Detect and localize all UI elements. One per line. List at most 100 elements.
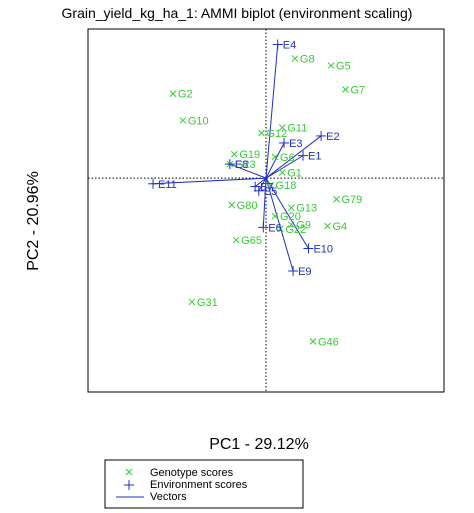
genotype-point-g10: G10 (179, 115, 209, 127)
cross-marker-icon (231, 150, 238, 158)
cross-marker-icon (342, 86, 349, 93)
legend-genotype-label: Genotype scores (150, 467, 234, 479)
genotype-point-g46: G46 (309, 336, 339, 348)
environment-vectors (153, 44, 322, 272)
environment-point-e6: E6 (258, 222, 282, 234)
genotype-point-g22: G22 (277, 224, 306, 236)
environment-label-e5: E5 (264, 186, 277, 198)
vector-e5 (258, 177, 267, 192)
genotype-label-g1: G1 (287, 168, 302, 180)
cross-marker-icon (271, 153, 279, 161)
cross-marker-icon (324, 222, 331, 230)
genotype-point-g11: G11 (278, 122, 307, 134)
environment-point-e3: E3 (279, 137, 303, 150)
genotype-point-g12: G12 (258, 128, 287, 140)
genotype-point-g4: G4 (324, 221, 347, 233)
genotype-point-g79: G79 (333, 194, 362, 206)
vector-e2 (265, 135, 322, 179)
genotype-label-g8: G8 (300, 54, 315, 66)
genotype-label-g20: G20 (280, 211, 301, 223)
legend-vector-label: Vectors (150, 491, 187, 503)
genotype-label-g5: G5 (336, 61, 351, 73)
genotype-point-g9: G9 (287, 220, 311, 232)
environment-label-e6: E6 (268, 222, 281, 234)
reference-lines (88, 29, 444, 392)
genotype-point-g8: G8 (291, 54, 315, 66)
genotype-label-g9: G9 (296, 220, 311, 232)
genotype-point-g31: G31 (188, 297, 218, 309)
vector-e1 (265, 155, 304, 179)
genotype-point-g80: G80 (228, 200, 258, 212)
genotype-point-g18: G18 (267, 180, 297, 192)
cross-marker-icon (291, 55, 299, 62)
cross-marker-icon (327, 62, 335, 69)
chart-title: Grain_yield_kg_ha_1: AMMI biplot (enviro… (62, 5, 413, 21)
legend: Genotype scores Environment scores Vecto… (104, 459, 304, 509)
environment-label-e11: E11 (158, 179, 177, 191)
x-axis-label: PC1 - 29.12% (209, 436, 309, 453)
genotype-label-g12: G12 (266, 128, 287, 140)
vector-e10 (265, 177, 309, 249)
cross-marker-icon (188, 298, 196, 306)
environment-point-e9: E9 (288, 266, 312, 278)
genotype-point-g6: G6 (271, 152, 295, 164)
environment-point-e1: E1 (298, 150, 322, 163)
genotype-point-g65: G65 (232, 235, 262, 247)
genotype-point-g2: G2 (169, 89, 193, 101)
genotype-label-g22: G22 (285, 224, 306, 236)
cross-marker-icon (333, 195, 340, 203)
environment-point-e8: E8 (224, 159, 248, 171)
vector-e4 (265, 44, 279, 179)
genotype-label-g13: G13 (296, 203, 317, 215)
y-axis-label: PC2 - 20.96% (25, 171, 42, 271)
cross-marker-icon (267, 181, 274, 189)
environment-point-e5: E5 (253, 185, 277, 198)
cross-marker-icon (258, 129, 265, 137)
genotype-point-g5: G5 (327, 61, 351, 73)
genotype-label-g6: G6 (280, 152, 295, 164)
legend-environment-label: Environment scores (150, 479, 248, 491)
vector-e11 (153, 177, 267, 185)
cross-marker-icon (287, 221, 295, 228)
cross-marker-icon (271, 212, 279, 220)
genotype-point-g7: G7 (342, 85, 365, 97)
cross-marker-icon (278, 124, 286, 131)
genotype-point-g13: G13 (287, 203, 317, 215)
environment-label-e10: E10 (313, 243, 333, 255)
environment-label-e8: E8 (235, 159, 248, 171)
cross-marker-icon (228, 201, 236, 209)
genotype-label-g18: G18 (276, 180, 297, 192)
genotype-label-g2: G2 (178, 89, 193, 101)
vector-e9 (265, 177, 294, 272)
genotype-point-g20: G20 (271, 211, 301, 223)
cross-marker-icon (278, 169, 286, 176)
environment-label-e3: E3 (289, 138, 302, 150)
vector-e3 (265, 142, 285, 179)
environment-point-e2: E2 (316, 130, 340, 143)
genotype-label-g65: G65 (241, 235, 262, 247)
legend-genotype-symbol (125, 468, 133, 476)
genotype-label-g19: G19 (239, 149, 260, 161)
environment-label-e2: E2 (326, 131, 339, 143)
environment-point-e4: E4 (272, 39, 296, 51)
genotype-label-g23: G23 (235, 159, 256, 171)
legend-box (104, 459, 304, 509)
environment-point-e10: E10 (303, 243, 333, 255)
genotype-label-g80: G80 (237, 200, 258, 212)
genotype-label-g11: G11 (287, 122, 307, 134)
cross-marker-icon (169, 90, 177, 98)
vector-e6 (262, 178, 267, 228)
genotype-label-g79: G79 (341, 194, 362, 206)
cross-marker-icon (179, 117, 187, 124)
score-points: G2G10G5G7G8G11G12G6G1G19G23G18G80G65G13G… (148, 39, 365, 348)
environment-label-e1: E1 (308, 151, 321, 163)
cross-marker-icon (232, 236, 240, 244)
environment-label-e9: E9 (298, 266, 311, 278)
vector-e7 (254, 177, 267, 187)
environment-point-e11: E11 (148, 178, 177, 191)
genotype-label-g46: G46 (318, 336, 339, 348)
cross-marker-icon (277, 225, 284, 233)
cross-marker-icon (287, 204, 295, 212)
vector-e8 (229, 163, 267, 179)
